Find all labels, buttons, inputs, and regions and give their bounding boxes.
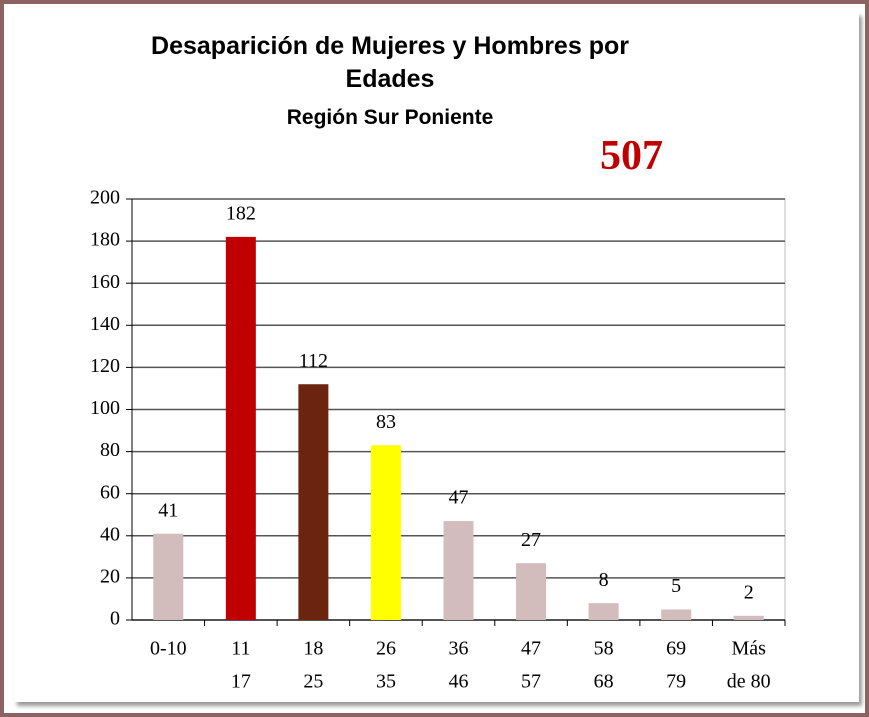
x-tick-label: 36 bbox=[449, 638, 469, 660]
data-label: 8 bbox=[599, 569, 609, 591]
bar bbox=[225, 236, 256, 620]
x-tick-label: de 80 bbox=[727, 671, 771, 693]
y-tick-label: 0 bbox=[110, 608, 120, 630]
chart-title: Desaparición de Mujeres y Hombres por Ed… bbox=[151, 32, 629, 93]
x-tick-label: 26 bbox=[376, 638, 396, 660]
x-tick-label: Más bbox=[731, 638, 766, 660]
data-label: 182 bbox=[226, 202, 256, 224]
data-label: 27 bbox=[521, 529, 541, 551]
y-tick-label: 180 bbox=[90, 229, 120, 251]
data-label: 112 bbox=[299, 350, 328, 372]
y-tick-label: 120 bbox=[90, 355, 120, 377]
bar bbox=[588, 603, 619, 620]
data-label: 41 bbox=[158, 499, 178, 521]
y-tick-label: 60 bbox=[100, 481, 120, 503]
y-tick-label: 140 bbox=[90, 313, 120, 335]
x-tick-label: 0-10 bbox=[150, 638, 187, 660]
bar bbox=[298, 384, 329, 620]
bar bbox=[443, 521, 474, 620]
x-tick-label: 68 bbox=[594, 671, 614, 693]
x-tick-label: 47 bbox=[521, 638, 541, 660]
y-tick-label: 160 bbox=[90, 271, 120, 293]
x-tick-label: 69 bbox=[666, 638, 686, 660]
chart-subtitle: Región Sur Poniente bbox=[286, 106, 494, 129]
data-label: 2 bbox=[744, 581, 754, 603]
data-label: 83 bbox=[376, 411, 396, 433]
y-tick-label: 200 bbox=[90, 187, 120, 209]
bar bbox=[733, 615, 764, 620]
bar bbox=[516, 563, 547, 620]
x-tick-label: 18 bbox=[303, 638, 323, 660]
y-tick-label: 100 bbox=[90, 397, 120, 419]
bar bbox=[661, 609, 692, 620]
bar bbox=[370, 445, 401, 620]
x-tick-label: 25 bbox=[303, 671, 323, 693]
x-tick-label: 11 bbox=[231, 638, 250, 660]
y-tick-label: 40 bbox=[100, 523, 120, 545]
data-label: 47 bbox=[449, 487, 469, 509]
x-tick-label: 57 bbox=[521, 671, 541, 693]
bar bbox=[153, 533, 184, 620]
y-tick-label: 20 bbox=[100, 565, 120, 587]
x-tick-label: 79 bbox=[666, 671, 686, 693]
x-tick-label: 58 bbox=[594, 638, 614, 660]
x-tick-label: 17 bbox=[231, 671, 251, 693]
x-tick-label: 46 bbox=[449, 671, 469, 693]
y-tick-label: 80 bbox=[100, 439, 120, 461]
total-annotation: 507 bbox=[600, 133, 663, 179]
data-label: 5 bbox=[671, 575, 681, 597]
x-tick-label: 35 bbox=[376, 671, 396, 693]
